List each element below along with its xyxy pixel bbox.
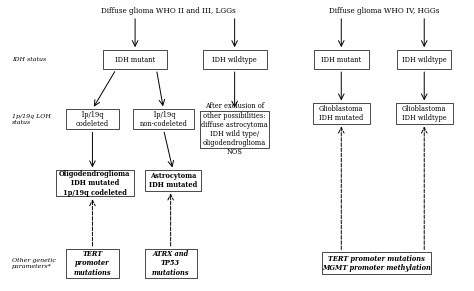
Text: IDH status: IDH status (12, 57, 46, 62)
Text: Oligodendroglioma
IDH mutated
1p/19q codeleted: Oligodendroglioma IDH mutated 1p/19q cod… (59, 170, 130, 196)
Text: IDH wildtype: IDH wildtype (212, 56, 257, 64)
Text: IDH mutant: IDH mutant (115, 56, 155, 64)
FancyBboxPatch shape (314, 50, 368, 69)
Text: Diffuse glioma WHO IV, HGGs: Diffuse glioma WHO IV, HGGs (329, 7, 439, 15)
Text: IDH wildtype: IDH wildtype (402, 56, 447, 64)
FancyBboxPatch shape (322, 252, 431, 274)
FancyBboxPatch shape (313, 103, 370, 124)
FancyBboxPatch shape (202, 50, 266, 69)
FancyBboxPatch shape (396, 103, 453, 124)
FancyBboxPatch shape (200, 111, 269, 148)
Text: TERT promoter mutations
MGMT promoter methylation: TERT promoter mutations MGMT promoter me… (322, 255, 431, 272)
Text: 1p/19q
non-codeleted: 1p/19q non-codeleted (139, 111, 188, 128)
FancyBboxPatch shape (145, 170, 201, 191)
FancyBboxPatch shape (56, 170, 134, 196)
FancyBboxPatch shape (66, 109, 118, 129)
Text: ATRX and
TP53
mutations: ATRX and TP53 mutations (152, 250, 190, 276)
Text: TERT
promoter
mutations: TERT promoter mutations (73, 250, 111, 276)
Text: 1p/19q LOH
status: 1p/19q LOH status (12, 114, 51, 125)
Text: Glioblastoma
IDH mutated: Glioblastoma IDH mutated (319, 105, 364, 122)
Text: Astrocytoma
IDH mutated: Astrocytoma IDH mutated (149, 172, 197, 189)
FancyBboxPatch shape (397, 50, 451, 69)
Text: Glioblastoma
IDH wildtype: Glioblastoma IDH wildtype (402, 105, 447, 122)
FancyBboxPatch shape (133, 109, 194, 129)
FancyBboxPatch shape (66, 249, 118, 278)
Text: After exclusion of
other possibilities:
diffuse astrocytoma
IDH wild type/
oligo: After exclusion of other possibilities: … (201, 102, 268, 157)
FancyBboxPatch shape (103, 50, 167, 69)
Text: Other genetic
parameters*: Other genetic parameters* (12, 258, 56, 269)
Text: Diffuse glioma WHO II and III, LGGs: Diffuse glioma WHO II and III, LGGs (101, 7, 236, 15)
FancyBboxPatch shape (145, 249, 197, 278)
Text: 1p/19q
codeleted: 1p/19q codeleted (76, 111, 109, 128)
Text: IDH mutant: IDH mutant (321, 56, 361, 64)
